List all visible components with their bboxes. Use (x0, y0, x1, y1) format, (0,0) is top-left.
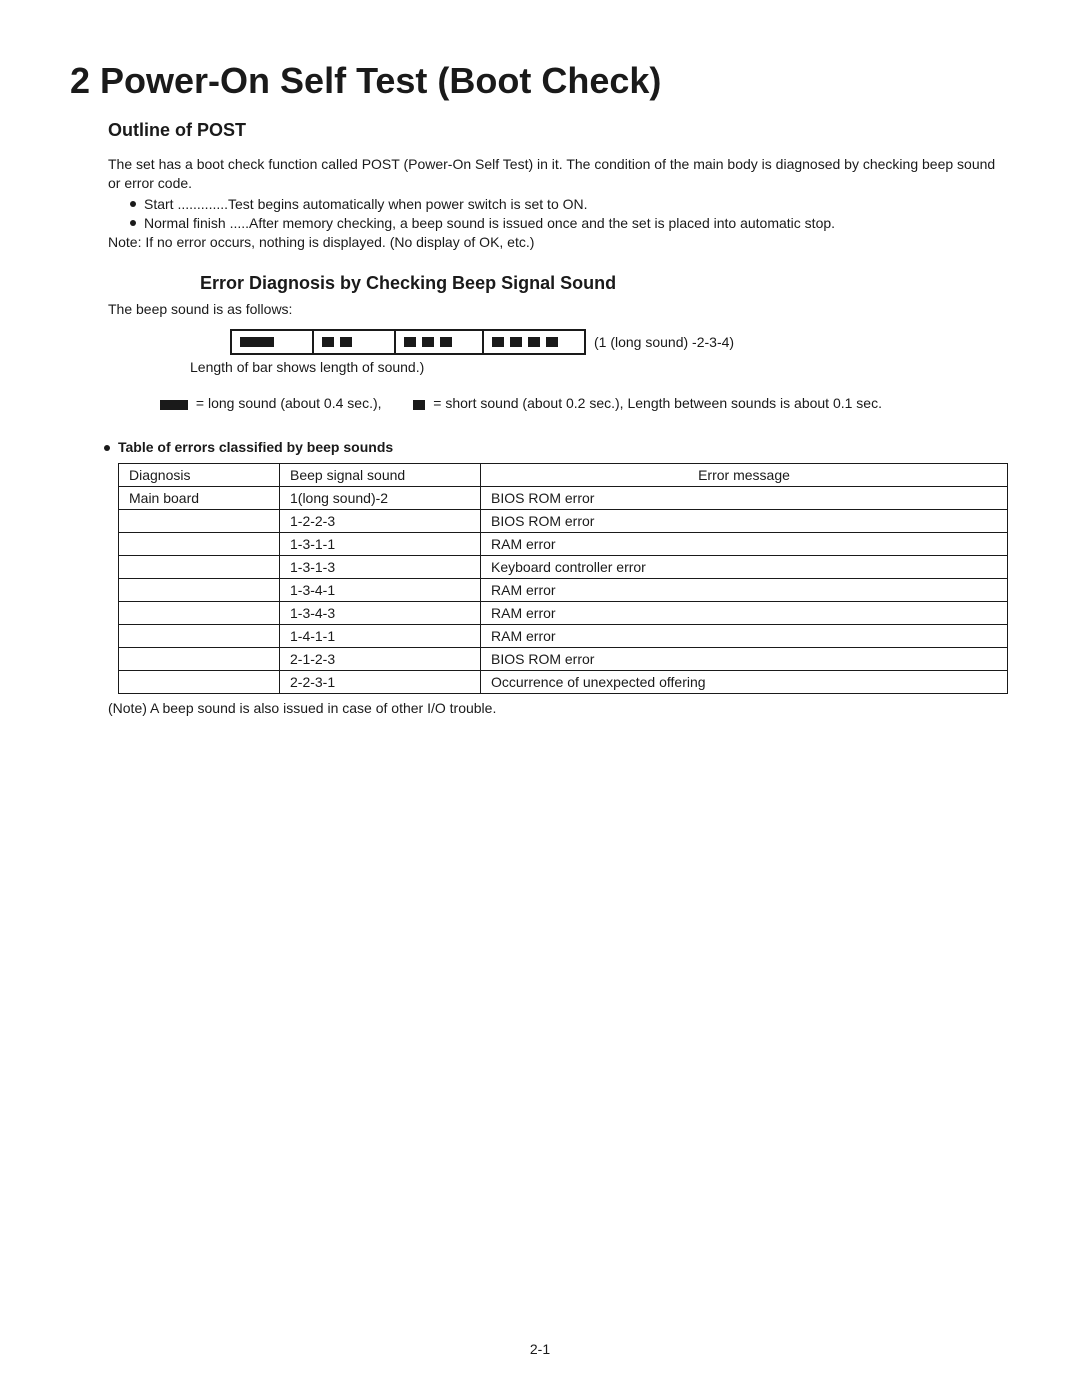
cell-error: RAM error (481, 579, 1008, 602)
table-row: Main board1(long sound)-2BIOS ROM error (119, 487, 1008, 510)
cell-diagnosis (119, 556, 280, 579)
bullet-icon (104, 445, 110, 451)
col-beep: Beep signal sound (280, 464, 481, 487)
cell-diagnosis (119, 648, 280, 671)
table-row: 1-4-1-1RAM error (119, 625, 1008, 648)
cell-diagnosis (119, 579, 280, 602)
beep-group-4 (484, 331, 584, 353)
short-bar-icon (510, 337, 522, 347)
beep-caption: Length of bar shows length of sound.) (190, 359, 1010, 375)
beep-pattern-box (230, 329, 586, 355)
table-note: (Note) A beep sound is also issued in ca… (108, 700, 1010, 716)
cell-beep: 2-1-2-3 (280, 648, 481, 671)
cell-beep: 1-4-1-1 (280, 625, 481, 648)
beep-legend: = long sound (about 0.4 sec.), = short s… (160, 395, 1010, 411)
cell-error: BIOS ROM error (481, 648, 1008, 671)
cell-diagnosis (119, 625, 280, 648)
short-bar-icon (440, 337, 452, 347)
table-row: 1-3-1-3Keyboard controller error (119, 556, 1008, 579)
cell-beep: 1-3-1-1 (280, 533, 481, 556)
legend-long-text: = long sound (about 0.4 sec.), (192, 395, 382, 411)
chapter-title: 2 Power-On Self Test (Boot Check) (70, 60, 1010, 102)
section-1-title: Outline of POST (108, 120, 1010, 141)
table-row: 1-3-4-1RAM error (119, 579, 1008, 602)
error-table: Diagnosis Beep signal sound Error messag… (118, 463, 1008, 694)
table-row: 1-2-2-3BIOS ROM error (119, 510, 1008, 533)
cell-beep: 1-3-4-3 (280, 602, 481, 625)
beep-group-3 (396, 331, 484, 353)
cell-beep: 1(long sound)-2 (280, 487, 481, 510)
cell-error: BIOS ROM error (481, 487, 1008, 510)
short-bar-icon (528, 337, 540, 347)
beep-pattern-label: (1 (long sound) -2-3-4) (594, 334, 734, 350)
bullet-start-text: Start .............Test begins automatic… (144, 196, 588, 212)
beep-intro: The beep sound is as follows: (108, 300, 1010, 319)
short-bar-icon (322, 337, 334, 347)
cell-diagnosis (119, 533, 280, 556)
cell-beep: 1-2-2-3 (280, 510, 481, 533)
cell-diagnosis (119, 510, 280, 533)
page-number: 2-1 (0, 1341, 1080, 1357)
table-title: Table of errors classified by beep sound… (118, 439, 1010, 455)
bullet-normal-finish: Normal finish .....After memory checking… (130, 214, 1010, 233)
table-row: 1-3-4-3RAM error (119, 602, 1008, 625)
cell-beep: 1-3-1-3 (280, 556, 481, 579)
legend-short-text: = short sound (about 0.2 sec.), Length b… (429, 395, 882, 411)
cell-error: Keyboard controller error (481, 556, 1008, 579)
short-bar-icon (492, 337, 504, 347)
table-row: 2-1-2-3BIOS ROM error (119, 648, 1008, 671)
table-header-row: Diagnosis Beep signal sound Error messag… (119, 464, 1008, 487)
cell-diagnosis: Main board (119, 487, 280, 510)
col-diagnosis: Diagnosis (119, 464, 280, 487)
legend-long-bar-icon (160, 400, 188, 410)
beep-group-1 (232, 331, 314, 353)
legend-short-bar-icon (413, 400, 425, 410)
short-bar-icon (340, 337, 352, 347)
short-bar-icon (404, 337, 416, 347)
short-bar-icon (422, 337, 434, 347)
col-error: Error message (481, 464, 1008, 487)
section-2-title: Error Diagnosis by Checking Beep Signal … (200, 273, 1010, 294)
bullet-start: Start .............Test begins automatic… (130, 195, 1010, 214)
cell-diagnosis (119, 671, 280, 694)
long-bar-icon (240, 337, 274, 347)
cell-error: BIOS ROM error (481, 510, 1008, 533)
cell-error: RAM error (481, 625, 1008, 648)
note-no-error: Note: If no error occurs, nothing is dis… (108, 233, 1010, 252)
cell-diagnosis (119, 602, 280, 625)
cell-beep: 2-2-3-1 (280, 671, 481, 694)
cell-error: RAM error (481, 602, 1008, 625)
intro-paragraph: The set has a boot check function called… (108, 155, 1010, 193)
table-title-text: Table of errors classified by beep sound… (118, 439, 393, 455)
cell-beep: 1-3-4-1 (280, 579, 481, 602)
cell-error: Occurrence of unexpected offering (481, 671, 1008, 694)
table-row: 1-3-1-1RAM error (119, 533, 1008, 556)
bullet-icon (130, 201, 136, 207)
short-bar-icon (546, 337, 558, 347)
cell-error: RAM error (481, 533, 1008, 556)
table-row: 2-2-3-1Occurrence of unexpected offering (119, 671, 1008, 694)
beep-group-2 (314, 331, 396, 353)
bullet-icon (130, 220, 136, 226)
beep-diagram: (1 (long sound) -2-3-4) (230, 329, 1010, 355)
bullet-normal-text: Normal finish .....After memory checking… (144, 215, 835, 231)
